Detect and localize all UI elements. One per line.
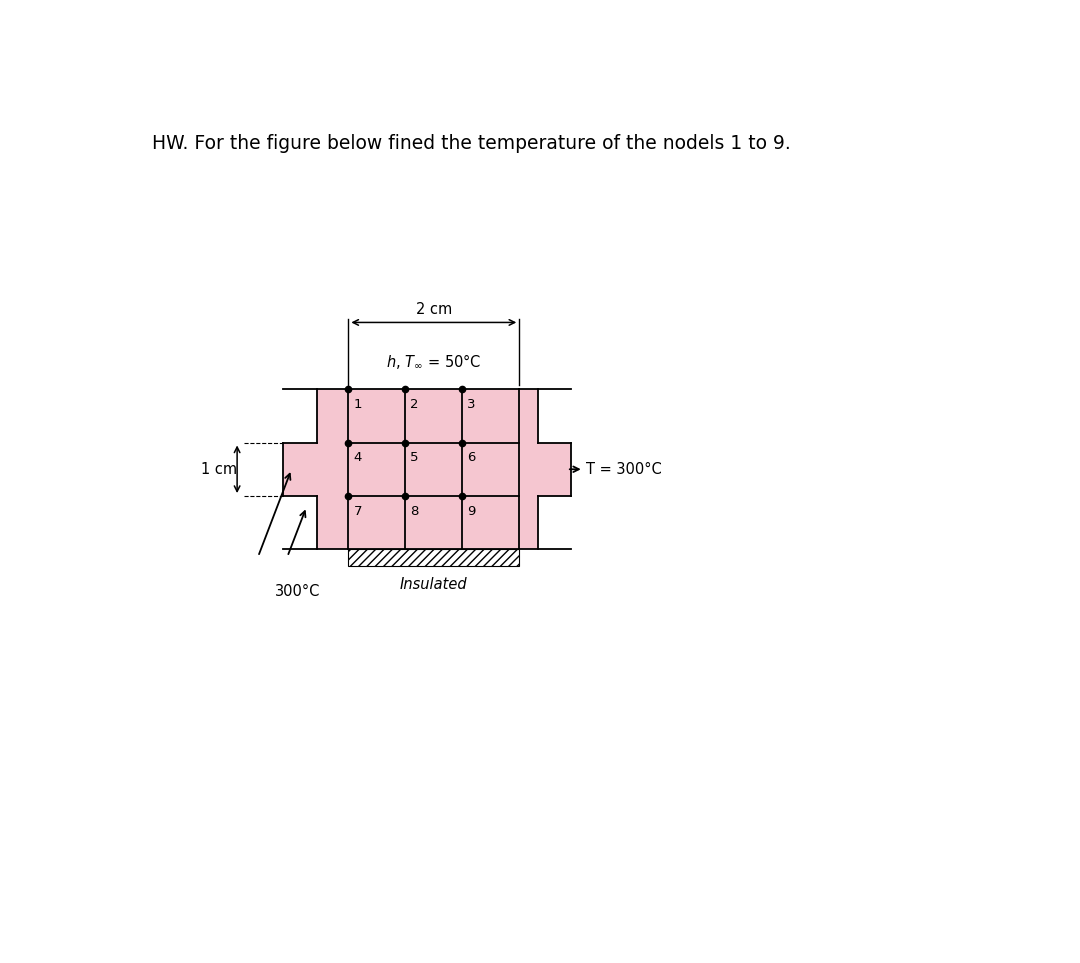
Text: 2 cm: 2 cm (416, 301, 451, 317)
Text: 2: 2 (410, 398, 419, 411)
Text: Insulated: Insulated (400, 577, 468, 592)
Bar (330, 496, 349, 549)
Bar (330, 389, 349, 496)
Bar (283, 443, 367, 496)
Text: 1: 1 (353, 398, 362, 411)
Text: 1 cm: 1 cm (201, 462, 237, 477)
Text: 7: 7 (353, 505, 362, 518)
Text: 5: 5 (410, 452, 419, 464)
Text: 300°C: 300°C (274, 585, 320, 599)
Text: 3: 3 (468, 398, 476, 411)
Text: 9: 9 (468, 505, 475, 518)
Bar (349, 389, 519, 549)
Bar (349, 549, 519, 565)
Text: 4: 4 (353, 452, 362, 464)
Bar (519, 496, 538, 549)
Text: 8: 8 (410, 505, 419, 518)
Text: 6: 6 (468, 452, 475, 464)
Bar (316, 389, 349, 549)
Text: HW. For the figure below fined the temperature of the nodels 1 to 9.: HW. For the figure below fined the tempe… (151, 134, 791, 153)
Text: $h$, $T_\infty$ = 50°C: $h$, $T_\infty$ = 50°C (386, 352, 482, 371)
Bar (519, 443, 571, 496)
Bar (519, 389, 538, 443)
Text: T = 300°C: T = 300°C (586, 462, 662, 477)
